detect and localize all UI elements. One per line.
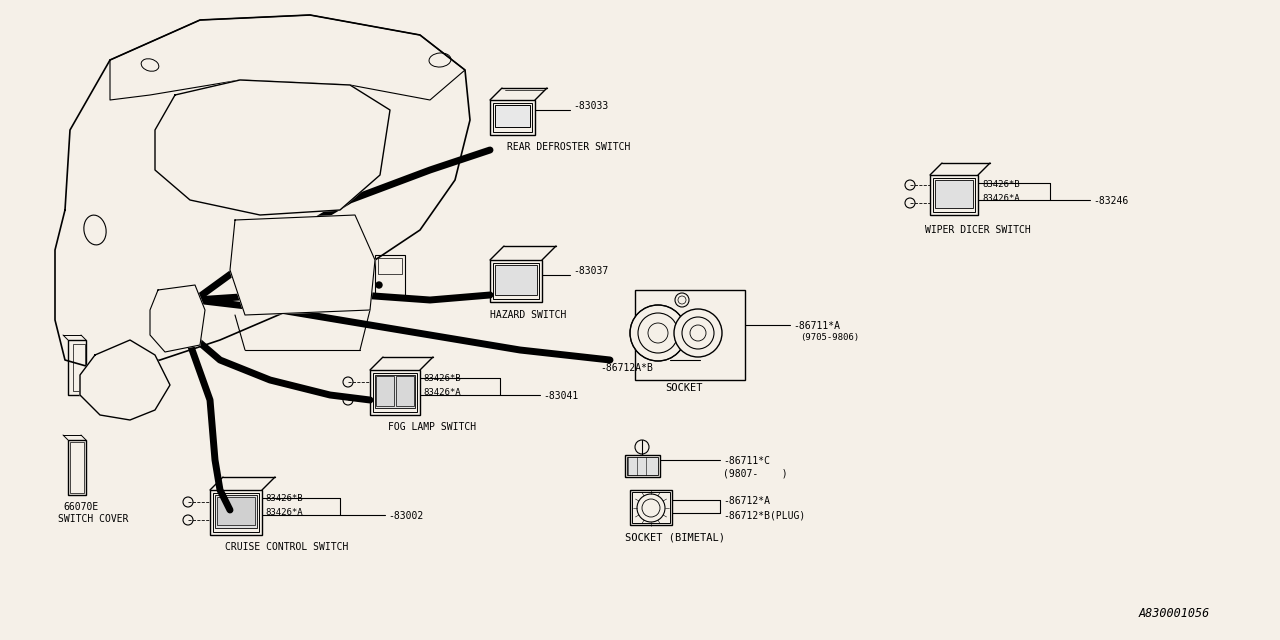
Text: -86712*B(PLUG): -86712*B(PLUG) (723, 510, 805, 520)
Ellipse shape (84, 215, 106, 245)
Circle shape (189, 295, 200, 305)
Circle shape (630, 305, 686, 361)
Ellipse shape (429, 53, 451, 67)
Bar (210, 490, 262, 535)
Text: 83426*A: 83426*A (265, 508, 302, 517)
Circle shape (343, 377, 353, 387)
Bar (627, 457, 658, 475)
Bar (375, 375, 415, 408)
Polygon shape (55, 15, 470, 370)
Bar (396, 376, 413, 406)
Bar (378, 258, 402, 274)
Bar (370, 370, 420, 415)
Bar (495, 265, 538, 295)
Text: SOCKET (BIMETAL): SOCKET (BIMETAL) (625, 533, 724, 543)
Circle shape (180, 115, 260, 195)
Bar (493, 263, 539, 299)
Text: SWITCH COVER: SWITCH COVER (58, 514, 128, 524)
Bar (931, 175, 978, 215)
Ellipse shape (141, 59, 159, 71)
Bar (73, 344, 84, 391)
Polygon shape (150, 285, 205, 352)
Text: 83426*A: 83426*A (982, 194, 1020, 203)
Text: FOG LAMP SWITCH: FOG LAMP SWITCH (388, 422, 476, 432)
Text: (9807-    ): (9807- ) (723, 468, 787, 478)
Circle shape (183, 515, 193, 525)
Bar (372, 373, 417, 412)
Bar (635, 290, 745, 380)
Text: -86711*C: -86711*C (723, 456, 771, 466)
Bar (490, 100, 535, 135)
Text: 83426*B: 83426*B (982, 180, 1020, 189)
Bar (215, 495, 257, 528)
Polygon shape (79, 340, 170, 420)
Bar (495, 105, 530, 127)
Text: -83002: -83002 (388, 511, 424, 521)
Bar (934, 180, 973, 208)
Bar (248, 228, 358, 263)
Bar (250, 268, 355, 303)
Bar (375, 255, 404, 295)
Text: 83426*A: 83426*A (422, 388, 461, 397)
Bar (490, 260, 541, 302)
Bar (68, 340, 86, 395)
Circle shape (905, 180, 915, 190)
Text: 66070E: 66070E (63, 502, 99, 512)
Text: 83426*B: 83426*B (422, 374, 461, 383)
Bar (625, 455, 660, 477)
Bar (259, 130, 298, 158)
Circle shape (376, 282, 381, 288)
Bar (218, 497, 255, 525)
Text: SOCKET: SOCKET (666, 383, 703, 393)
Text: REAR DEFROSTER SWITCH: REAR DEFROSTER SWITCH (507, 142, 630, 152)
Text: (9705-9806): (9705-9806) (800, 333, 859, 342)
Bar (212, 493, 259, 532)
Text: -83037: -83037 (573, 266, 608, 276)
Circle shape (180, 325, 189, 335)
Text: -86712*A: -86712*A (723, 496, 771, 506)
Circle shape (637, 494, 666, 522)
Circle shape (682, 317, 714, 349)
Bar (933, 178, 975, 212)
Text: -83041: -83041 (543, 391, 579, 401)
Bar (630, 490, 672, 525)
Bar (68, 440, 86, 495)
Text: -86712A*B: -86712A*B (600, 363, 653, 373)
Text: -83246: -83246 (1093, 196, 1128, 206)
Polygon shape (155, 80, 390, 215)
Text: HAZARD SWITCH: HAZARD SWITCH (490, 310, 566, 320)
Circle shape (905, 198, 915, 208)
Circle shape (343, 395, 353, 405)
Text: CRUISE CONTROL SWITCH: CRUISE CONTROL SWITCH (225, 542, 348, 552)
Bar (493, 103, 532, 132)
Bar (632, 492, 669, 523)
Circle shape (675, 293, 689, 307)
Circle shape (635, 440, 649, 454)
Bar (376, 376, 394, 406)
Circle shape (637, 313, 678, 353)
Circle shape (183, 497, 193, 507)
Circle shape (675, 309, 722, 357)
Circle shape (278, 108, 362, 192)
Text: 83426*B: 83426*B (265, 494, 302, 503)
Text: WIPER DICER SWITCH: WIPER DICER SWITCH (925, 225, 1030, 235)
Text: -83033: -83033 (573, 101, 608, 111)
Bar (70, 442, 84, 493)
Text: A830001056: A830001056 (1139, 607, 1210, 620)
Text: -86711*A: -86711*A (794, 321, 840, 331)
Polygon shape (230, 215, 375, 315)
